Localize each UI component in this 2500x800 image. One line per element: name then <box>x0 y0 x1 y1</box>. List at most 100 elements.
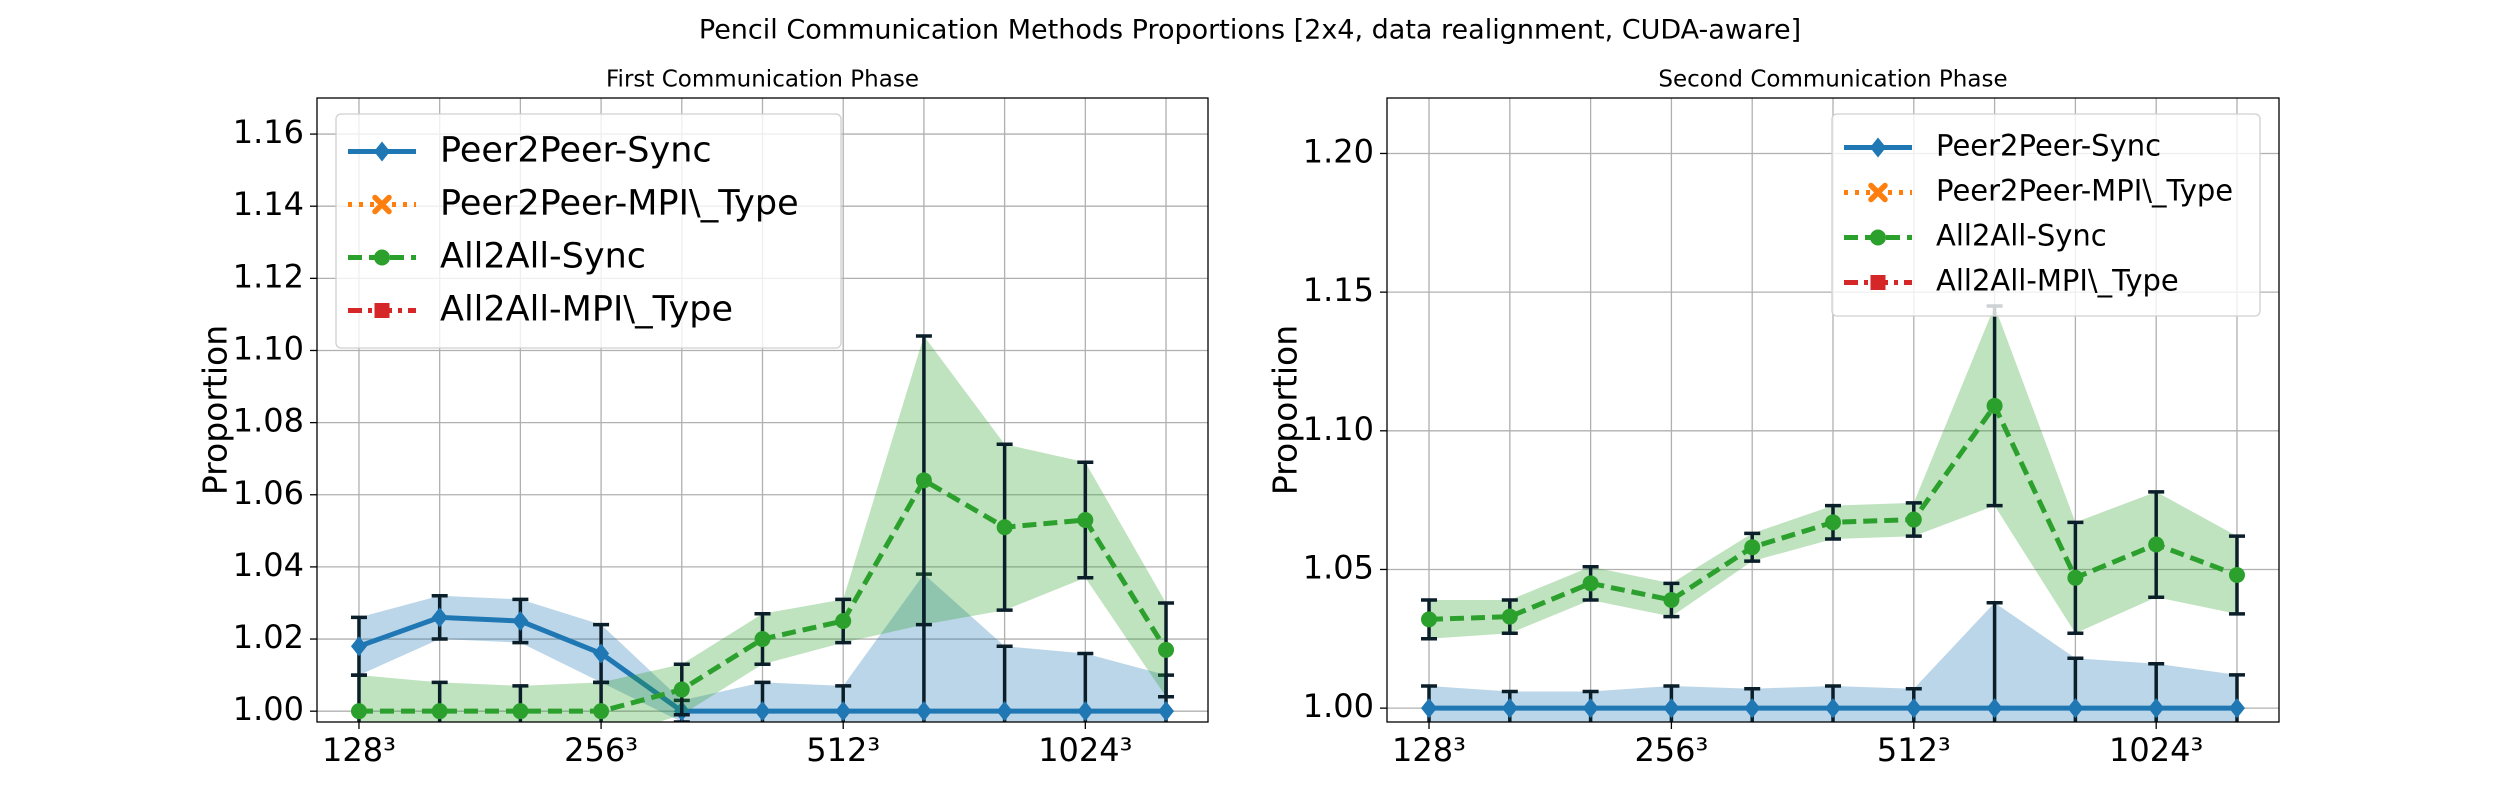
marker <box>2067 569 2084 586</box>
y-axis-label: Proportion <box>196 325 235 495</box>
error-band <box>1429 602 2237 722</box>
legend-label: Peer2Peer-Sync <box>440 131 712 171</box>
marker <box>1825 698 1841 719</box>
legend-label: Peer2Peer-Sync <box>1936 129 2161 163</box>
marker <box>2228 698 2245 719</box>
subplot-title: First Communication Phase <box>606 67 919 93</box>
marker <box>1077 701 1094 722</box>
x-tick-label: 256³ <box>564 731 638 769</box>
marker <box>431 703 448 720</box>
legend-label: All2All-Sync <box>1936 219 2107 253</box>
marker <box>1870 275 1886 290</box>
subplot: Second Communication Phase Proportion 1.00… <box>1266 67 2280 769</box>
y-tick-label: 1.10 <box>1303 410 1374 448</box>
plot-area <box>1421 304 2245 722</box>
error-band <box>358 336 1167 722</box>
marker <box>2148 698 2165 719</box>
marker <box>835 701 852 722</box>
marker <box>1986 397 2003 414</box>
marker <box>1582 575 1599 592</box>
x-tick-label: 1024³ <box>2109 731 2203 769</box>
y-tick-label: 1.14 <box>233 185 304 223</box>
y-tick-label: 1.10 <box>233 329 304 367</box>
marker <box>1077 512 1094 529</box>
marker <box>996 701 1013 722</box>
marker <box>754 631 771 648</box>
marker <box>1868 182 1888 203</box>
legend-label: All2All-Sync <box>440 237 646 277</box>
marker <box>1986 698 2003 719</box>
marker <box>1905 698 1922 719</box>
error-band <box>1429 306 2237 639</box>
y-tick-label: 1.00 <box>1303 687 1374 725</box>
axes-frame <box>316 97 1209 723</box>
marker <box>374 303 390 318</box>
y-tick-label: 1.04 <box>233 546 304 584</box>
legend: Peer2Peer-Sync Peer2Peer-MPI\_Type All2All… <box>335 113 842 349</box>
y-tick-label: 1.20 <box>1303 132 1374 170</box>
marker <box>1582 698 1599 719</box>
marker <box>2067 698 2084 719</box>
marker <box>2228 567 2245 584</box>
marker <box>593 643 610 664</box>
legend-label: All2All-MPI\_Type <box>440 290 733 330</box>
x-tick-label: 1024³ <box>1038 731 1132 769</box>
subplot-title: Second Communication Phase <box>1658 67 2007 93</box>
y-tick-label: 1.00 <box>233 690 304 728</box>
y-tick-label: 1.02 <box>233 618 304 656</box>
marker <box>2148 536 2165 553</box>
marker <box>1663 591 1680 608</box>
legend-label: All2All-MPI\_Type <box>1936 264 2179 298</box>
y-tick-label: 1.15 <box>1303 271 1374 309</box>
marker <box>996 519 1013 536</box>
legend-label: Peer2Peer-MPI\_Type <box>1936 174 2233 208</box>
marker <box>673 681 690 698</box>
marker <box>374 141 390 162</box>
marker <box>915 701 932 722</box>
marker <box>1744 539 1761 556</box>
marker <box>915 472 932 489</box>
x-tick-label: 512³ <box>806 731 880 769</box>
marker <box>835 613 852 630</box>
legend: Peer2Peer-Sync Peer2Peer-MPI\_Type All2All… <box>1831 113 2261 317</box>
x-tick-label: 128³ <box>322 731 396 769</box>
marker <box>350 703 367 720</box>
x-tick-label: 512³ <box>1877 731 1951 769</box>
plot-area <box>350 334 1175 722</box>
y-axis-label: Proportion <box>1266 325 1305 495</box>
x-tick-label: 256³ <box>1634 731 1708 769</box>
subplot: First Communication Phase Proportion 1.00 1… <box>196 67 1209 769</box>
y-tick-label: 1.05 <box>1303 548 1374 586</box>
marker <box>431 607 448 628</box>
marker <box>372 194 392 215</box>
y-tick-label: 1.16 <box>233 113 304 151</box>
marker <box>754 701 771 722</box>
marker <box>593 703 610 720</box>
legend-label: Peer2Peer-MPI\_Type <box>440 184 799 224</box>
marker <box>512 611 529 632</box>
marker <box>512 703 529 720</box>
marker <box>1744 698 1761 719</box>
error-band <box>358 574 1167 722</box>
y-tick-label: 1.06 <box>233 474 304 512</box>
y-tick-label: 1.08 <box>233 402 304 440</box>
marker <box>1158 641 1175 658</box>
marker <box>1421 698 1438 719</box>
figure-title: Pencil Communication Methods Proportions… <box>699 15 1801 46</box>
marker <box>374 249 390 266</box>
marker <box>1825 514 1841 531</box>
axes-frame <box>1386 97 2280 723</box>
marker <box>1905 511 1922 528</box>
marker <box>1158 701 1175 722</box>
marker <box>1501 608 1518 625</box>
marker <box>1870 229 1886 246</box>
legend-frame <box>335 113 842 349</box>
marker <box>1870 137 1886 158</box>
x-tick-label: 128³ <box>1392 731 1466 769</box>
legend-frame <box>1831 113 2261 317</box>
marker <box>1421 611 1438 628</box>
y-tick-label: 1.12 <box>233 257 304 295</box>
marker <box>1501 698 1518 719</box>
marker <box>1663 698 1680 719</box>
